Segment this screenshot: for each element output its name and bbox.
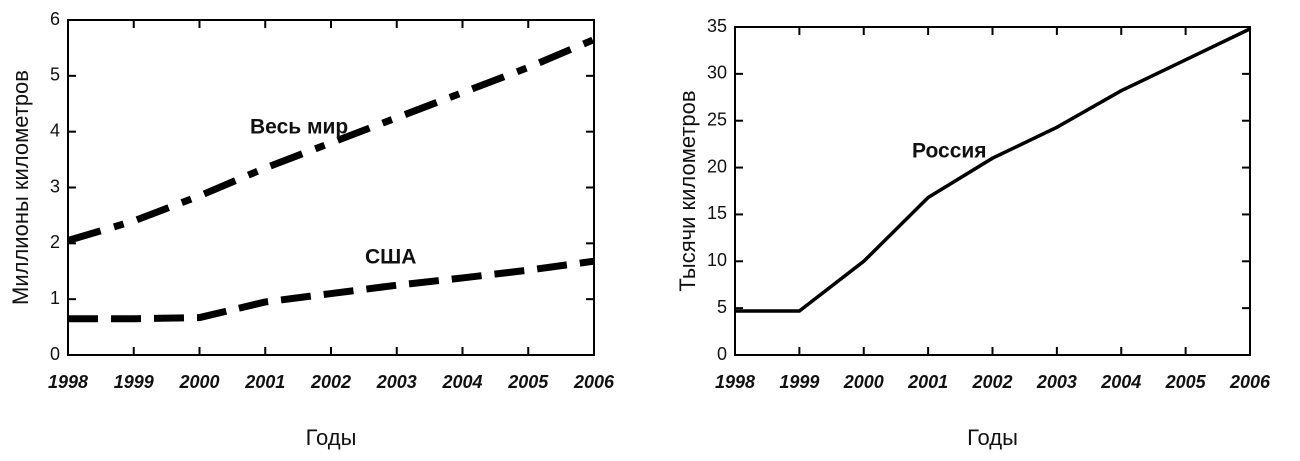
x-tick-label: 2003 (1036, 372, 1077, 392)
y-tick-label: 20 (707, 156, 727, 176)
series-label: США (365, 246, 416, 269)
y-tick-label: 5 (50, 65, 60, 85)
y-tick-label: 6 (50, 9, 60, 29)
x-tick-label: 2001 (907, 372, 948, 392)
y-tick-label: 0 (717, 344, 727, 364)
y-tick-label: 4 (50, 120, 60, 140)
x-tick-label: 1999 (779, 372, 819, 392)
series-line (67, 36, 596, 244)
plot-frame (67, 19, 595, 356)
y-axis-label: Тысячи километров (675, 90, 700, 291)
y-tick-label: 0 (50, 344, 60, 364)
plot-frame (734, 26, 1251, 356)
series-label: Россия (912, 140, 987, 163)
y-tick-label: 15 (707, 203, 727, 223)
y-tick-label: 30 (707, 63, 727, 83)
x-tick-label: 1998 (715, 372, 755, 392)
series-line (735, 27, 1251, 313)
x-tick-label: 2000 (178, 372, 219, 392)
x-tick-label: 2000 (843, 372, 884, 392)
x-tick-label: 2003 (376, 372, 417, 392)
y-tick-label: 3 (50, 176, 60, 196)
series-line (68, 257, 595, 323)
x-tick-label: 2002 (310, 372, 351, 392)
x-tick-label: 2005 (507, 372, 549, 392)
x-tick-label: 2004 (441, 372, 482, 392)
x-tick-label: 2004 (1100, 372, 1141, 392)
y-tick-label: 35 (707, 16, 727, 36)
y-tick-label: 2 (50, 232, 60, 252)
y-tick-label: 10 (707, 250, 727, 270)
y-tick-label: 1 (50, 288, 60, 308)
x-tick-label: 2001 (244, 372, 285, 392)
x-tick-label: 1998 (48, 372, 88, 392)
x-axis-label: Годы (967, 425, 1018, 450)
y-axis-label: Миллионы километров (8, 70, 33, 305)
x-tick-label: 1999 (114, 372, 154, 392)
y-tick-label: 25 (707, 109, 727, 129)
x-tick-label: 2002 (971, 372, 1012, 392)
x-axis-label: Годы (306, 425, 357, 450)
y-tick-label: 5 (717, 297, 727, 317)
series-label: Весь мир (250, 116, 348, 139)
x-tick-label: 2005 (1165, 372, 1207, 392)
x-tick-label: 2006 (573, 372, 615, 392)
x-tick-label: 2006 (1229, 372, 1271, 392)
